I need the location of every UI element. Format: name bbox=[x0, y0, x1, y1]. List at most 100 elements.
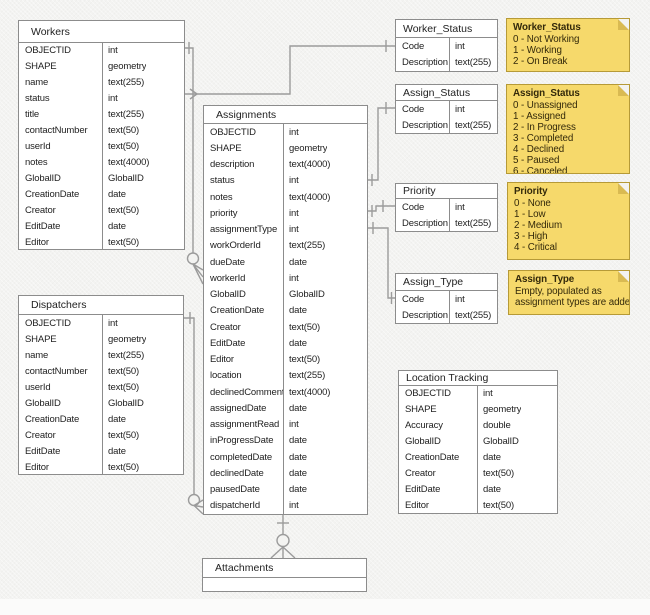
field-type: text(50) bbox=[483, 499, 515, 511]
table-row: declinedDate date bbox=[204, 465, 367, 482]
connector-assignments-priority bbox=[367, 200, 395, 217]
field-type: text(50) bbox=[289, 354, 321, 366]
table-row: SHAPE geometry bbox=[204, 140, 367, 157]
field-name: Description bbox=[396, 54, 450, 71]
table-row: workerId int bbox=[204, 270, 367, 287]
note-line: 5 - Paused bbox=[513, 155, 560, 166]
field-name: SHAPE bbox=[399, 401, 478, 418]
table-fields: Code int Description text(255) bbox=[396, 291, 497, 323]
note-lines: 0 - None 1 - Low 2 - Medium 3 - High 4 - Cri… bbox=[514, 198, 626, 253]
field-type: int bbox=[455, 293, 465, 305]
field-name: SHAPE bbox=[19, 331, 103, 347]
note-priority: Priority 0 - None 1 - Low 2 - Medium 3 - Hi… bbox=[507, 182, 630, 260]
field-type: text(50) bbox=[108, 204, 140, 216]
field-name: OBJECTID bbox=[19, 43, 103, 59]
field-name: GlobalID bbox=[204, 286, 284, 303]
field-type: date bbox=[108, 188, 126, 200]
field-type: geometry bbox=[483, 404, 522, 416]
field-type: date bbox=[108, 445, 126, 457]
note-lines: 0 - Unassigned 1 - Assigned 2 - In Progres… bbox=[513, 100, 626, 173]
connector-line bbox=[367, 205, 395, 212]
note-line: 2 - On Break bbox=[513, 56, 568, 67]
field-name: location bbox=[204, 367, 284, 384]
note-line: 1 - Working bbox=[513, 45, 562, 56]
zero-circle-icon bbox=[276, 533, 290, 548]
table-title: Priority bbox=[396, 184, 497, 199]
table-row: OBJECTID int bbox=[19, 43, 184, 59]
field-name: dispatcherId bbox=[204, 497, 284, 514]
note-line: 4 - Declined bbox=[513, 144, 565, 155]
table-row: Description text(255) bbox=[396, 307, 497, 323]
note-line: 4 - Critical bbox=[514, 242, 557, 253]
table-row: assignedDate date bbox=[204, 400, 367, 417]
table-assign-type: Assign_Type Code int Description text(25… bbox=[395, 273, 498, 324]
field-type: int bbox=[455, 40, 465, 52]
field-name: userId bbox=[19, 138, 103, 155]
field-name: EditDate bbox=[204, 335, 284, 352]
field-name: CreationDate bbox=[204, 302, 284, 319]
connector-assignments-attachments bbox=[270, 514, 296, 559]
field-type: date bbox=[289, 305, 307, 317]
field-name: GlobalID bbox=[19, 170, 103, 187]
note-line: 2 - In Progress bbox=[513, 122, 576, 133]
field-name: OBJECTID bbox=[19, 315, 103, 331]
note-lines: 0 - Not Working 1 - Working 2 - On Break bbox=[513, 34, 626, 67]
field-type: geometry bbox=[289, 142, 328, 154]
field-name: userId bbox=[19, 379, 103, 395]
table-fields: OBJECTID int SHAPE geometry description … bbox=[204, 124, 367, 514]
field-type: text(50) bbox=[108, 461, 140, 473]
note-line: assignment types are added bbox=[515, 297, 630, 308]
field-type: GlobalID bbox=[483, 436, 519, 448]
table-row: Accuracy double bbox=[399, 417, 557, 434]
field-type: geometry bbox=[108, 333, 147, 345]
field-name: Editor bbox=[399, 497, 478, 513]
note-line: 1 - Low bbox=[514, 209, 546, 220]
field-type: text(255) bbox=[108, 77, 145, 89]
table-row: Editor text(50) bbox=[19, 459, 183, 475]
field-name: Code bbox=[396, 101, 450, 117]
connector-dispatchers-assignments-dispatcherid bbox=[183, 312, 204, 515]
table-row: location text(255) bbox=[204, 367, 367, 384]
table-row: Creator text(50) bbox=[204, 319, 367, 336]
table-row: OBJECTID int bbox=[399, 386, 557, 402]
field-name: GlobalID bbox=[399, 433, 478, 450]
field-name: EditDate bbox=[19, 218, 103, 235]
field-name: Code bbox=[396, 291, 450, 307]
field-type: text(255) bbox=[455, 119, 492, 131]
field-name: Description bbox=[396, 117, 450, 133]
table-row: notes text(4000) bbox=[204, 189, 367, 206]
zero-circle-icon bbox=[186, 252, 200, 265]
table-location-tracking: Location Tracking OBJECTID int SHAPE geo… bbox=[398, 370, 558, 514]
field-type: int bbox=[108, 317, 118, 329]
table-title: Workers bbox=[19, 21, 184, 43]
table-row: priority int bbox=[204, 205, 367, 222]
table-fields: OBJECTID int SHAPE geometry name text(25… bbox=[19, 315, 183, 475]
table-row: Creator text(50) bbox=[19, 202, 184, 219]
table-priority: Priority Code int Description text(255) bbox=[395, 183, 498, 232]
field-name: completedDate bbox=[204, 449, 284, 466]
field-name: SHAPE bbox=[204, 140, 284, 157]
note-line: 3 - High bbox=[514, 231, 548, 242]
table-row: userId text(50) bbox=[19, 138, 184, 155]
table-attachments: Attachments bbox=[202, 558, 367, 592]
field-type: text(50) bbox=[108, 140, 140, 152]
field-type: int bbox=[289, 207, 299, 219]
table-workers: Workers OBJECTID int SHAPE geometry name… bbox=[18, 20, 185, 250]
table-row: status int bbox=[19, 90, 184, 107]
note-title: Worker_Status bbox=[513, 22, 581, 33]
table-fields: Code int Description text(255) bbox=[396, 38, 497, 71]
table-row: Editor text(50) bbox=[399, 497, 557, 513]
field-name: assignmentType bbox=[204, 221, 284, 238]
table-row: name text(255) bbox=[19, 74, 184, 91]
field-name: description bbox=[204, 156, 284, 173]
note-line: 1 - Assigned bbox=[513, 111, 566, 122]
field-name: assignmentRead bbox=[204, 416, 284, 433]
table-row: assignmentType int bbox=[204, 221, 367, 238]
field-name: Code bbox=[396, 38, 450, 55]
table-title: Location Tracking bbox=[399, 371, 557, 386]
field-name: assignedDate bbox=[204, 400, 284, 417]
table-row: contactNumber text(50) bbox=[19, 363, 183, 379]
note-worker-status: Worker_Status 0 - Not Working 1 - Working… bbox=[506, 18, 630, 72]
table-row: CreationDate date bbox=[399, 449, 557, 466]
